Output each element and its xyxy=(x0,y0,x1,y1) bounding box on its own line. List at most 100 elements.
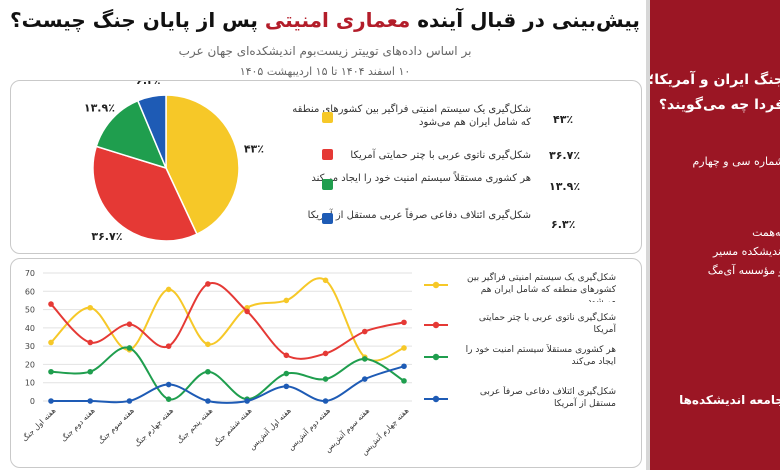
y-tick-label-30: 30 xyxy=(25,342,35,351)
line-legend-text-2: شکل‌گیری ناتوی عربی با چتر حمایتی آمریکا xyxy=(478,313,616,335)
page-subtitle: بر اساس داده‌های توییتر زیست‌بوم اندیشکد… xyxy=(178,44,472,58)
series-1-point-4 xyxy=(165,286,172,293)
title-accent: معماری امنیتی xyxy=(264,8,411,32)
series-4-point-3 xyxy=(126,398,133,404)
series-line-4 xyxy=(51,365,405,404)
series-3-point-2 xyxy=(87,368,94,375)
report-panel: پیش‌بینی در قبال آینده معماری امنیتی پس … xyxy=(0,8,650,468)
pie-legend-swatch-4 xyxy=(322,213,333,224)
x-tick-label-3: هفته سوم جنگ xyxy=(96,406,136,446)
byline-2: اندیشکده مسیر xyxy=(713,245,780,258)
series-2-point-2 xyxy=(87,339,94,346)
line-legend-label-1: شکل‌گیری یک سیستم امنیتی فراگیر بین کشور… xyxy=(467,273,616,302)
series-2-point-3 xyxy=(126,321,133,327)
sidebar-banner: جنگ ایران و آمریکا؛ فردا چه می‌گویند؟ شم… xyxy=(650,0,780,470)
series-2-point-5 xyxy=(205,281,211,287)
banner-footer: جامعه اندیشکده‌ها xyxy=(679,393,780,407)
series-line-3 xyxy=(50,346,405,401)
pie-value-label-2: ۳۶.۷٪ xyxy=(91,230,122,243)
series-4-point-1 xyxy=(48,398,54,404)
series-4-point-6 xyxy=(244,398,250,404)
date-range: ۱۰ اسفند ۱۴۰۴ تا ۱۵ اردیبهشت ۱۴۰۵ xyxy=(239,65,411,78)
series-4-point-2 xyxy=(87,398,94,404)
y-tick-label-0: 0 xyxy=(30,397,35,406)
pie-value-label-1: ۴۳٪ xyxy=(244,143,264,156)
y-tick-label-20: 20 xyxy=(25,360,35,369)
series-1-point-7 xyxy=(283,297,290,304)
pie-slice-3 xyxy=(95,99,168,170)
pie-value-label-4: ۶.۳٪ xyxy=(136,81,160,87)
pie-legend-label-3: هر کشوری مستقلاً سیستم امنیت خود را ایجا… xyxy=(311,173,531,184)
series-2-point-10 xyxy=(401,319,407,326)
line-legend-marker-4 xyxy=(432,395,440,403)
series-line-2 xyxy=(50,282,405,360)
pie-value-label-3: ۱۳.۹٪ xyxy=(84,102,115,115)
series-4-point-8 xyxy=(322,398,329,404)
line-legend-text-4: شکل‌گیری ائتلاف دفاعی صرفاً عربی مستقل ا… xyxy=(479,387,616,409)
byline-1: به‌همت xyxy=(752,226,780,239)
pie-legend-percent-2: ۳۶.۷٪ xyxy=(549,149,581,162)
line-legend-label-3: هر کشوری مستقلاً سیستم امنیت خود را ایجا… xyxy=(465,345,616,367)
series-3-point-9 xyxy=(361,356,368,362)
panel-divider xyxy=(646,0,650,470)
series-2-point-9 xyxy=(361,328,368,335)
series-2-point-4 xyxy=(165,343,172,349)
pie-legend-percent-3: ۱۳.۹٪ xyxy=(549,180,581,193)
x-tick-label-4: هفته چهارم جنگ xyxy=(133,406,175,448)
series-1-point-5 xyxy=(205,341,211,348)
title-part1: پیش‌بینی در قبال آینده xyxy=(410,8,640,32)
x-tick-label-2: هفته دوم جنگ xyxy=(59,406,97,444)
line-legend-text-3: هر کشوری مستقلاً سیستم امنیت خود را ایجا… xyxy=(465,345,616,367)
series-2-point-8 xyxy=(322,350,329,357)
y-tick-label-60: 60 xyxy=(25,287,35,296)
line-legend-text-1: شکل‌گیری یک سیستم امنیتی فراگیر بین کشور… xyxy=(467,273,616,302)
pie-legend-percent-4: ۶.۳٪ xyxy=(551,218,576,231)
pie-slice-1 xyxy=(165,94,240,236)
pie-legend-label-2: شکل‌گیری ناتوی عربی با چتر حمایتی آمریکا xyxy=(350,150,531,161)
title-part2: پس از پایان جنگ چیست؟ xyxy=(10,8,265,32)
x-tick-label-6: هفته ششم جنگ xyxy=(212,406,254,448)
y-tick-label-70: 70 xyxy=(25,269,35,278)
series-3-point-10 xyxy=(401,378,407,384)
y-tick-label-10: 10 xyxy=(25,379,35,388)
pie-legend-swatch-1 xyxy=(322,112,333,123)
line-legend-marker-3 xyxy=(432,353,440,361)
pie-slice-2 xyxy=(92,145,198,242)
line-legend-marker-2 xyxy=(432,321,440,329)
line-legend-label-2: شکل‌گیری ناتوی عربی با چتر حمایتی آمریکا xyxy=(478,313,616,335)
series-3-point-4 xyxy=(165,396,172,402)
banner-line-2: فردا چه می‌گویند؟ xyxy=(658,97,780,113)
banner-line-1: جنگ ایران و آمریکا؛ xyxy=(650,72,780,88)
series-1-point-8 xyxy=(322,277,329,284)
pie-card: ۴۳٪ ۳۶.۷٪ ۱۳.۹٪ ۶.۳٪ شکل‌گیری یک سیستم امنی… xyxy=(10,80,642,254)
pie-chart: ۴۳٪ ۳۶.۷٪ ۱۳.۹٪ ۶.۳٪ xyxy=(84,81,264,243)
series-1-point-10 xyxy=(401,345,407,351)
pie-slice-4 xyxy=(136,94,167,169)
series-4-point-10 xyxy=(401,363,407,370)
line-legend-label-4: شکل‌گیری ائتلاف دفاعی صرفاً عربی مستقل ا… xyxy=(479,387,616,409)
pie-legend-label-4: شکل‌گیری ائتلاف دفاعی صرفاً عربی مستقل ا… xyxy=(307,210,531,221)
y-tick-label-50: 50 xyxy=(25,306,35,315)
series-4-point-4 xyxy=(165,381,172,388)
series-4-point-7 xyxy=(283,383,290,390)
pie-legend-swatch-3 xyxy=(322,179,333,190)
x-tick-label-1: هفته اول جنگ xyxy=(20,406,57,443)
y-tick-label-40: 40 xyxy=(25,324,35,333)
pie-legend-label-1: شکل‌گیری یک سیستم امنیتی فراگیر بین کشور… xyxy=(292,104,531,128)
line-legend-marker-1 xyxy=(432,281,440,289)
series-2-point-7 xyxy=(283,352,290,359)
series-2-point-6 xyxy=(244,308,250,315)
series-1-point-2 xyxy=(87,304,94,311)
series-3-point-5 xyxy=(205,368,211,375)
x-tick-label-5: هفته پنجم جنگ xyxy=(175,406,214,445)
pie-legend-swatch-2 xyxy=(322,149,333,160)
issue-number: شماره سی و چهارم xyxy=(692,155,780,168)
series-1-point-1 xyxy=(48,339,54,346)
series-3-point-7 xyxy=(283,370,290,377)
page-title: پیش‌بینی در قبال آینده معماری امنیتی پس … xyxy=(0,8,650,32)
series-4-point-9 xyxy=(361,376,368,382)
series-4-point-5 xyxy=(205,398,211,404)
series-3-point-1 xyxy=(48,368,54,375)
pie-legend-percent-1: ۴۳٪ xyxy=(553,113,574,126)
